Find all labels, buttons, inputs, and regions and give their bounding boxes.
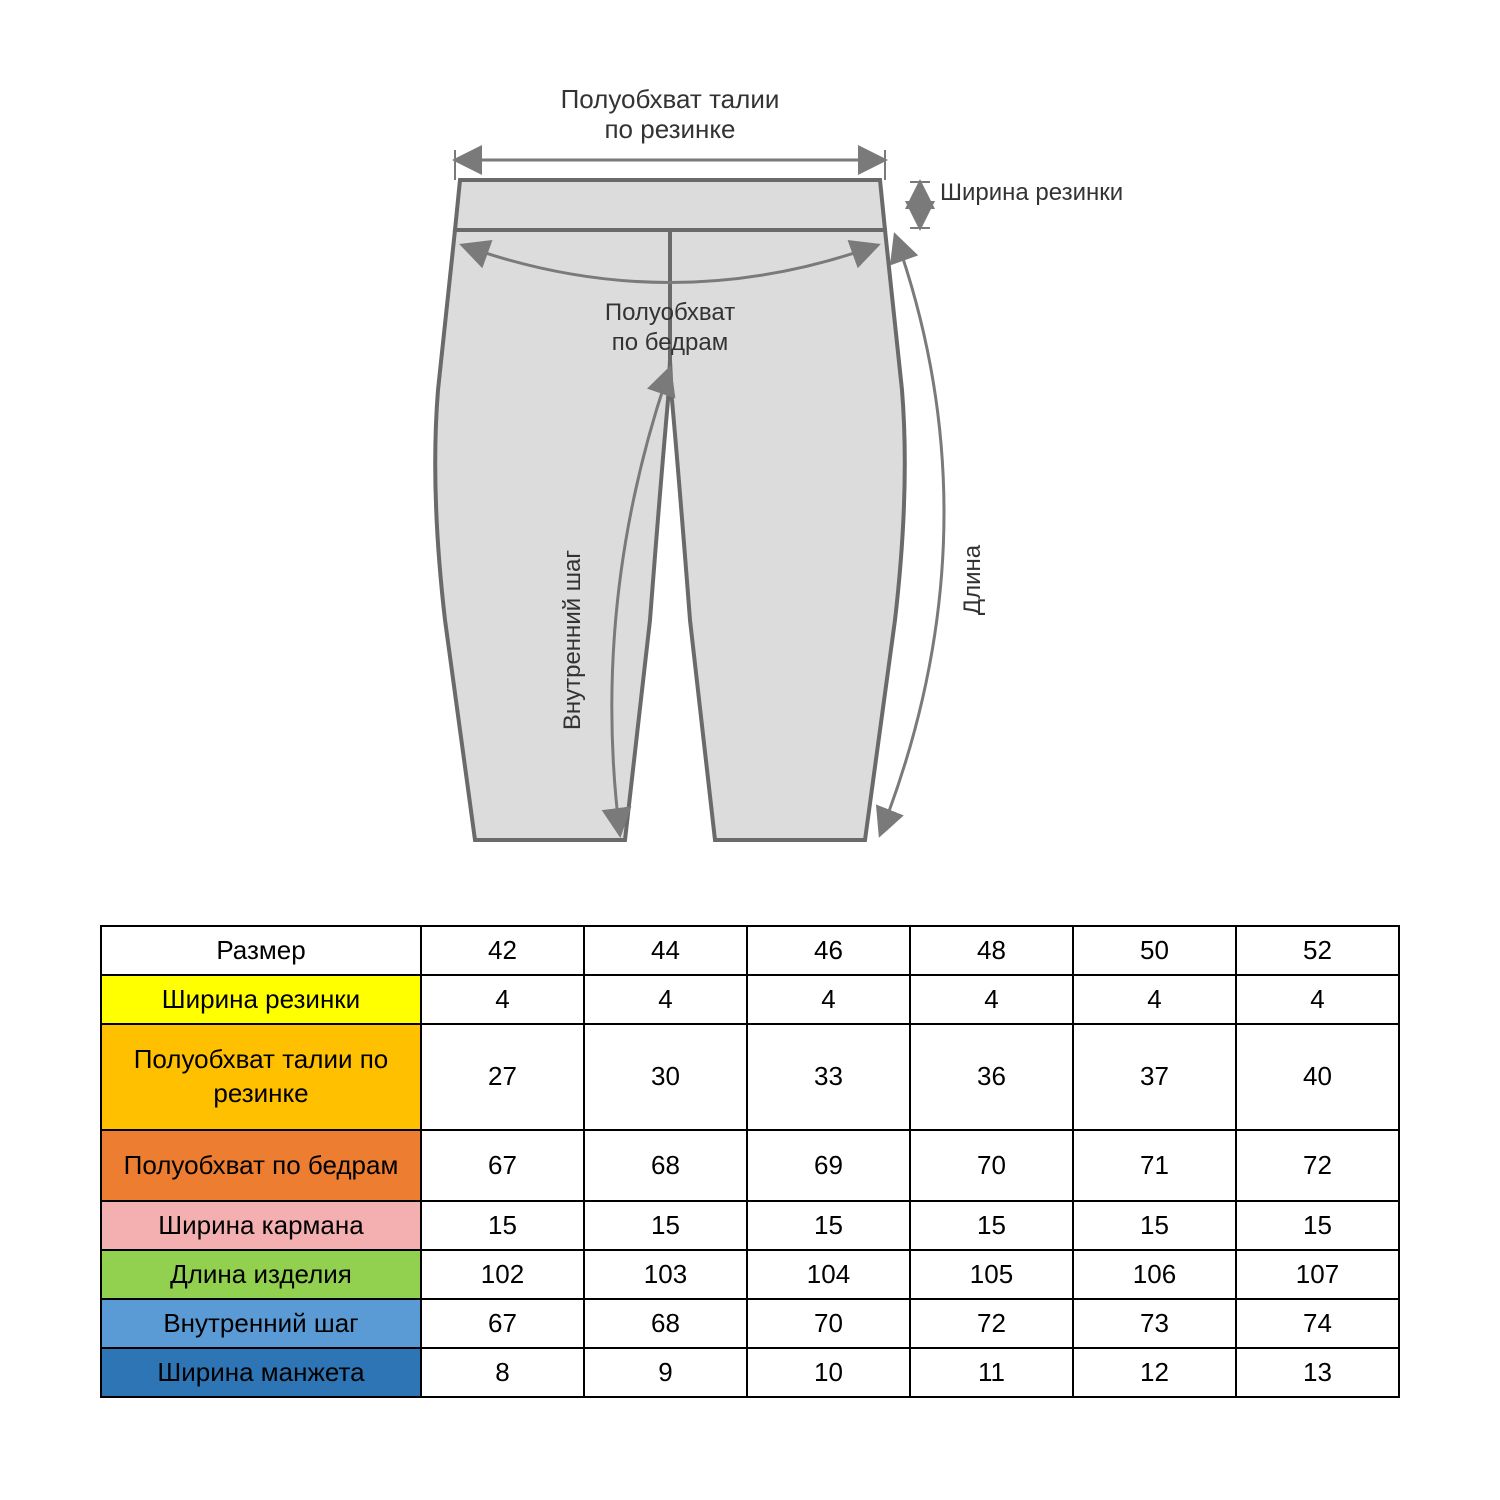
cell: 4 — [584, 975, 747, 1024]
label-waist-line2: по резинке — [604, 114, 735, 144]
cell: 72 — [1236, 1130, 1399, 1202]
row-label: Длина изделия — [101, 1250, 421, 1299]
cell: 27 — [421, 1024, 584, 1130]
cell: 4 — [1073, 975, 1236, 1024]
cell: 4 — [910, 975, 1073, 1024]
header-size: 50 — [1073, 926, 1236, 975]
table-row: Полуобхват по бедрам676869707172 — [101, 1130, 1399, 1202]
cell: 74 — [1236, 1299, 1399, 1348]
cell: 40 — [1236, 1024, 1399, 1130]
cell: 105 — [910, 1250, 1073, 1299]
table-row: Внутренний шаг676870727374 — [101, 1299, 1399, 1348]
cell: 107 — [1236, 1250, 1399, 1299]
size-table: Размер424446485052Ширина резинки444444По… — [100, 925, 1400, 1398]
cell: 30 — [584, 1024, 747, 1130]
pants-svg: Полуобхват талии по резинке Ширина резин… — [320, 60, 1180, 880]
cell: 37 — [1073, 1024, 1236, 1130]
label-inseam: Внутренний шаг — [559, 550, 586, 731]
cell: 15 — [747, 1201, 910, 1250]
cell: 4 — [1236, 975, 1399, 1024]
label-hips-line1: Полуобхват — [605, 299, 735, 326]
cell: 68 — [584, 1130, 747, 1202]
row-label: Внутренний шаг — [101, 1299, 421, 1348]
cell: 70 — [910, 1130, 1073, 1202]
label-length: Длина — [959, 544, 986, 615]
row-label: Ширина манжета — [101, 1348, 421, 1397]
cell: 15 — [1236, 1201, 1399, 1250]
cell: 67 — [421, 1130, 584, 1202]
cell: 8 — [421, 1348, 584, 1397]
cell: 9 — [584, 1348, 747, 1397]
header-size: 42 — [421, 926, 584, 975]
row-label: Полуобхват по бедрам — [101, 1130, 421, 1202]
cell: 36 — [910, 1024, 1073, 1130]
table-header-row: Размер424446485052 — [101, 926, 1399, 975]
cell: 104 — [747, 1250, 910, 1299]
cell: 15 — [584, 1201, 747, 1250]
cell: 68 — [584, 1299, 747, 1348]
header-size: 44 — [584, 926, 747, 975]
cell: 12 — [1073, 1348, 1236, 1397]
cell: 4 — [747, 975, 910, 1024]
table-row: Ширина манжета8910111213 — [101, 1348, 1399, 1397]
label-waist-line1: Полуобхват талии — [561, 84, 780, 114]
cell: 73 — [1073, 1299, 1236, 1348]
cell: 70 — [747, 1299, 910, 1348]
cell: 67 — [421, 1299, 584, 1348]
label-hips-line2: по бедрам — [612, 329, 729, 356]
pants-shape — [435, 180, 905, 840]
header-size: 52 — [1236, 926, 1399, 975]
cell: 72 — [910, 1299, 1073, 1348]
row-label: Полуобхват талии по резинке — [101, 1024, 421, 1130]
cell: 15 — [1073, 1201, 1236, 1250]
cell: 106 — [1073, 1250, 1236, 1299]
row-label: Ширина резинки — [101, 975, 421, 1024]
table-row: Ширина кармана151515151515 — [101, 1201, 1399, 1250]
table-row: Длина изделия102103104105106107 — [101, 1250, 1399, 1299]
row-label: Ширина кармана — [101, 1201, 421, 1250]
cell: 33 — [747, 1024, 910, 1130]
cell: 11 — [910, 1348, 1073, 1397]
header-label: Размер — [101, 926, 421, 975]
cell: 10 — [747, 1348, 910, 1397]
table-row: Полуобхват талии по резинке273033363740 — [101, 1024, 1399, 1130]
header-size: 48 — [910, 926, 1073, 975]
cell: 69 — [747, 1130, 910, 1202]
cell: 13 — [1236, 1348, 1399, 1397]
header-size: 46 — [747, 926, 910, 975]
label-elastic: Ширина резинки — [940, 179, 1123, 206]
cell: 102 — [421, 1250, 584, 1299]
table-row: Ширина резинки444444 — [101, 975, 1399, 1024]
cell: 4 — [421, 975, 584, 1024]
cell: 103 — [584, 1250, 747, 1299]
pants-diagram: Полуобхват талии по резинке Ширина резин… — [320, 60, 1180, 880]
cell: 15 — [421, 1201, 584, 1250]
cell: 15 — [910, 1201, 1073, 1250]
cell: 71 — [1073, 1130, 1236, 1202]
